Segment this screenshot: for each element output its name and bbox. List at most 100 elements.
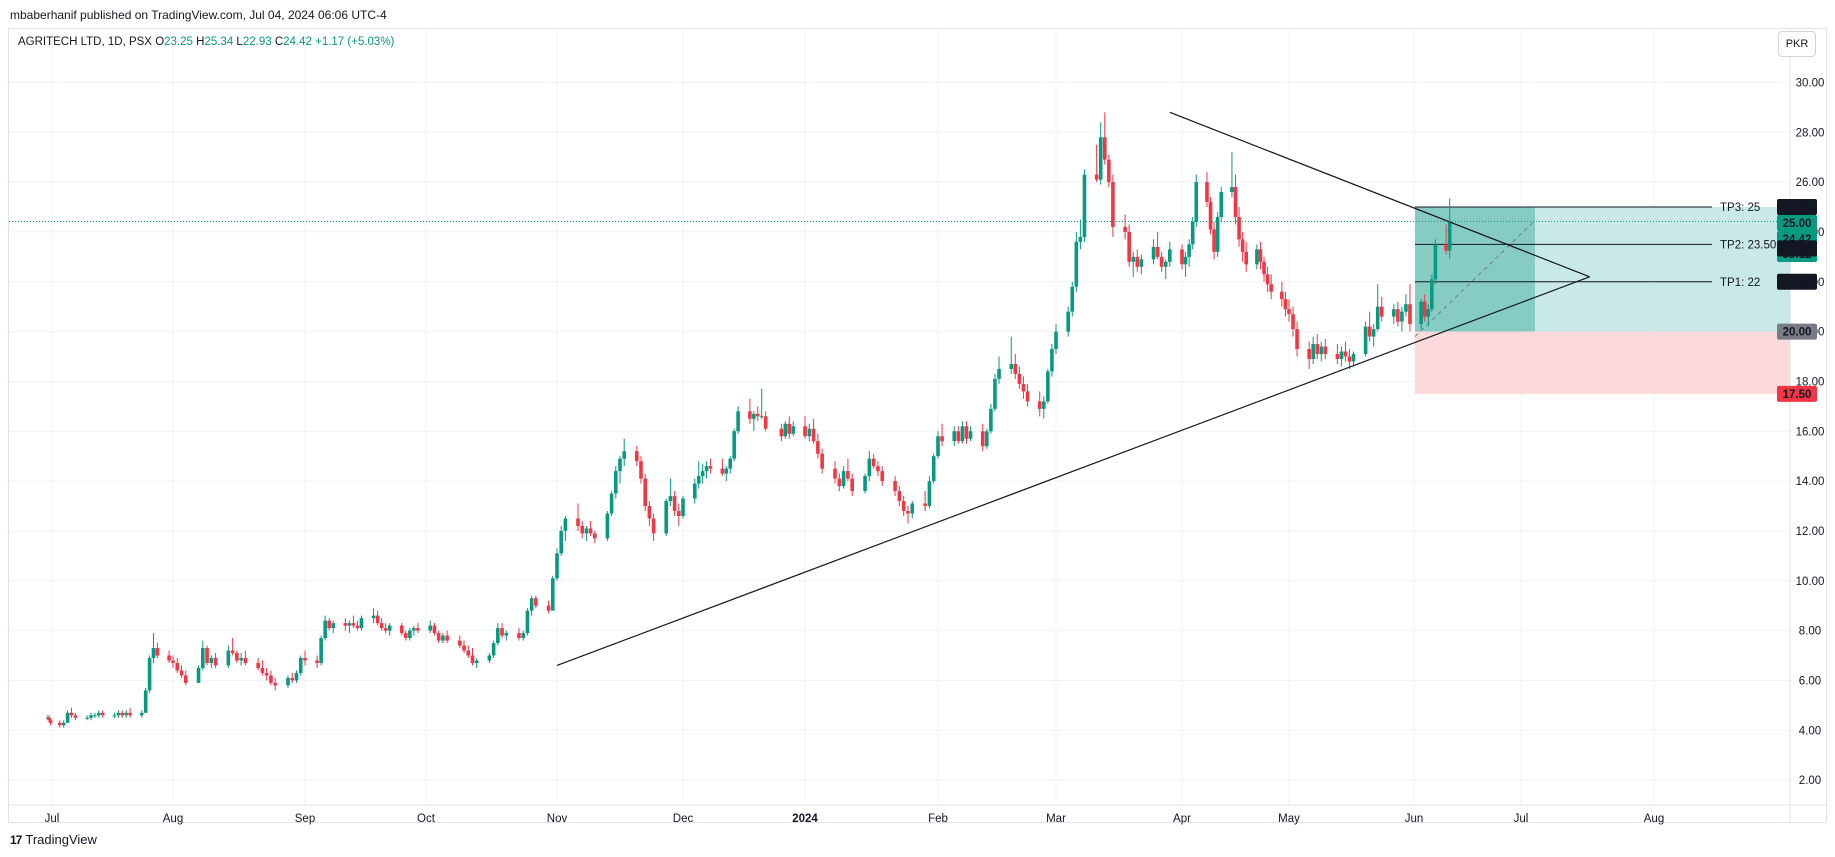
candle [1135, 249, 1140, 272]
candle-body [327, 620, 331, 629]
candle-body [1371, 329, 1376, 337]
candle [1050, 344, 1054, 377]
y-tick-label: 30.00 [1796, 77, 1825, 89]
candle-body [179, 670, 184, 676]
price-tag-25: 25.00 [1783, 202, 1812, 214]
candle [383, 623, 388, 634]
candle [927, 476, 932, 509]
candle [319, 635, 323, 666]
candle-body [593, 533, 597, 539]
x-tick-label: Sep [295, 813, 315, 825]
candle [1111, 174, 1115, 237]
candle-body [375, 615, 380, 624]
candle [61, 720, 66, 728]
candle [1375, 284, 1380, 332]
candle [315, 655, 319, 668]
candle-body [1392, 309, 1396, 317]
candle-body [1127, 231, 1131, 262]
candle [736, 406, 740, 434]
candle [89, 712, 93, 721]
candle-body [584, 528, 589, 534]
candle-body [474, 660, 479, 663]
candle [728, 456, 733, 474]
candles [46, 112, 1452, 728]
candle [1233, 174, 1238, 225]
candle [93, 712, 97, 718]
chart-frame[interactable] [8, 28, 1827, 823]
candle-body [343, 623, 348, 626]
candle-body [664, 501, 668, 534]
currency-button[interactable]: PKR [1778, 31, 1816, 57]
candle [290, 672, 295, 683]
candle [1315, 334, 1320, 359]
candle [1025, 383, 1030, 407]
candle [432, 623, 437, 636]
y-tick-label: 26.00 [1796, 177, 1825, 189]
high-value: 25.34 [204, 36, 234, 48]
candle [803, 416, 807, 439]
candle [787, 416, 792, 439]
candle-body [124, 712, 128, 716]
candle-body [964, 426, 969, 439]
candle-body [470, 655, 475, 663]
candle [708, 458, 713, 474]
candle-body [100, 712, 105, 716]
candle [1230, 152, 1234, 198]
candle [1151, 239, 1156, 265]
candle-body [901, 501, 906, 511]
candle [1269, 274, 1273, 300]
candle [1017, 366, 1022, 389]
candle [260, 660, 265, 676]
candle-body [1135, 256, 1140, 267]
candle [724, 466, 729, 482]
candle [179, 665, 184, 678]
price-tag-tp3-bg [1777, 215, 1817, 232]
published-info: mbaberhanif published on TradingView.com… [10, 8, 387, 22]
candle [833, 461, 837, 484]
candle-body [1208, 202, 1213, 230]
candle-body [239, 657, 243, 661]
candle-body [1123, 226, 1127, 232]
candle [1037, 391, 1042, 417]
candle-body [1163, 261, 1168, 267]
candle-body [1021, 383, 1026, 392]
candle [732, 428, 736, 462]
candle-body [112, 715, 117, 717]
candle-body [73, 715, 78, 718]
candle [811, 418, 816, 444]
candle [1291, 306, 1295, 337]
candle [1078, 219, 1083, 250]
candle-body [993, 378, 997, 409]
grid-lines [9, 30, 1790, 805]
symbol-legend: AGRITECH LTD, 1D, PSX O23.25 H25.34 L22.… [18, 36, 394, 48]
candle [143, 687, 148, 713]
x-tick-label: Jun [1405, 813, 1424, 825]
candle [529, 595, 534, 616]
candle [1054, 324, 1058, 355]
candle [876, 461, 880, 477]
candle-body [1180, 249, 1184, 265]
candle [124, 710, 128, 718]
candle [375, 610, 380, 626]
candle-body [588, 528, 593, 534]
candle-body [1244, 251, 1248, 265]
candle-body [319, 638, 323, 663]
footer-brand: 17 TradingView [10, 832, 97, 847]
candle-body [521, 633, 525, 639]
candle [593, 530, 597, 544]
candle-body [936, 436, 940, 457]
candle [436, 630, 441, 644]
candle [371, 608, 376, 624]
candle-body [850, 478, 854, 492]
candle [1343, 341, 1348, 362]
candle [112, 712, 117, 718]
candle [298, 655, 303, 676]
candle-body [811, 428, 816, 442]
candle [1319, 341, 1324, 362]
candle [230, 638, 235, 656]
candle-body [408, 630, 412, 639]
x-tick-label: Apr [1173, 813, 1191, 825]
candle-body [116, 712, 121, 716]
candle-body [732, 431, 736, 459]
